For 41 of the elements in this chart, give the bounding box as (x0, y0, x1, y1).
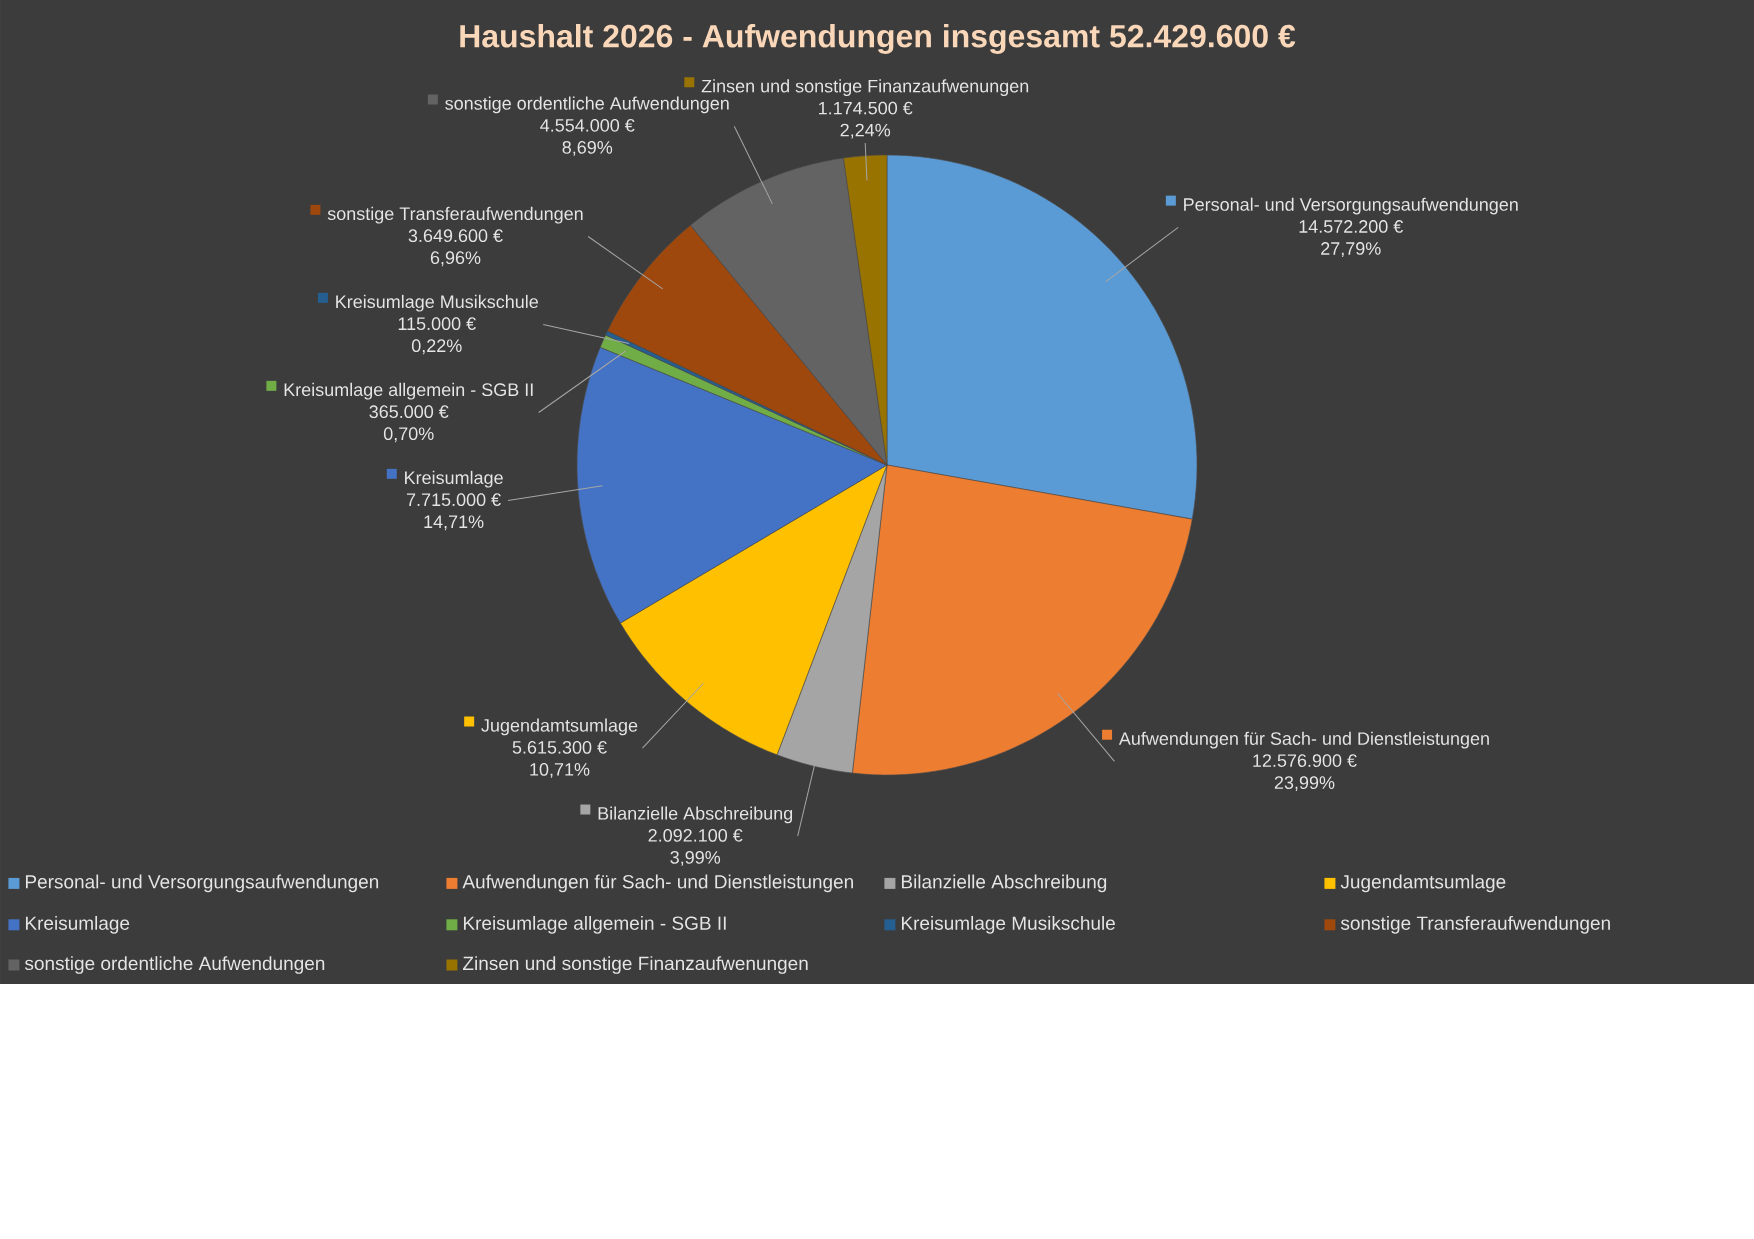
chart-title: Haushalt 2026 - Aufwendungen insgesamt 52.429.600 € (460, 24, 1296, 54)
category-label: Kreisumlage Musikschule (901, 915, 1115, 934)
slice-label: Aufwendungen für Sach- und Dienstleistungen (1118, 731, 1489, 749)
legend-label: Aufwendungen für Sach- und Dienstleistungen (462, 874, 853, 893)
legend-label: sonstige Transferaufwendungen (327, 206, 583, 224)
text: 0,70% (383, 427, 434, 443)
data-label: 2.092.100 € (648, 828, 743, 842)
legend-label: sonstige ordentliche Aufwendungen (445, 96, 729, 114)
text: 6,96% (430, 251, 481, 267)
text: 14,71% (424, 515, 484, 531)
text: 0,22% (411, 339, 462, 355)
data-label: 5.615.300 € (512, 740, 607, 754)
text: 27,79% (1321, 242, 1381, 257)
category-label: Kreisumlage allgemein - SGB II (463, 915, 726, 934)
text: 8,69% (562, 140, 613, 156)
data-label: 1.174.500 € (819, 101, 913, 115)
text: 2,24% (840, 123, 891, 139)
category-label: sonstige Transferaufwendungen (1340, 915, 1610, 934)
category-label: sonstige ordentliche Aufwendungen (24, 956, 325, 974)
text: 23,99% (1274, 776, 1335, 792)
text: 10,71% (530, 762, 590, 778)
data-label: 12.576.900 € (1253, 754, 1357, 767)
legend-label: Kreisumlage allgemein - SGB II (284, 382, 533, 400)
data-label: 3.649.600 € (408, 229, 503, 243)
legend-label: Jugendamtsumlage (481, 718, 638, 736)
category-label: Personal- und Versorgungsaufwendungen (25, 874, 379, 893)
category-label: Kreisumlage (25, 915, 130, 934)
data-label: 7.715.000 € (406, 493, 501, 507)
text: 3,99% (670, 850, 721, 866)
data-label: 14.572.200 € (1299, 220, 1404, 233)
legend-label: Kreisumlage (405, 470, 503, 488)
category-label: Jugendamtsumlage (1340, 874, 1506, 893)
legend-label: Bilanzielle Abschreibung (598, 806, 793, 824)
data-label: 365.000 € (369, 405, 449, 419)
data-label: 115.000 € (398, 317, 476, 331)
data-label: 4.554.000 € (540, 118, 635, 132)
legend-label: Kreisumlage Musikschule (336, 294, 538, 312)
legend-label: Personal- und Versorgungsaufwendungen (1184, 197, 1518, 215)
category-label: Zinsen und sonstige Finanzaufwenungen (463, 956, 808, 974)
legend-label: Zinsen und sonstige Finanzaufwenungen (701, 79, 1029, 97)
category-label: Bilanzielle Abschreibung (901, 874, 1107, 893)
